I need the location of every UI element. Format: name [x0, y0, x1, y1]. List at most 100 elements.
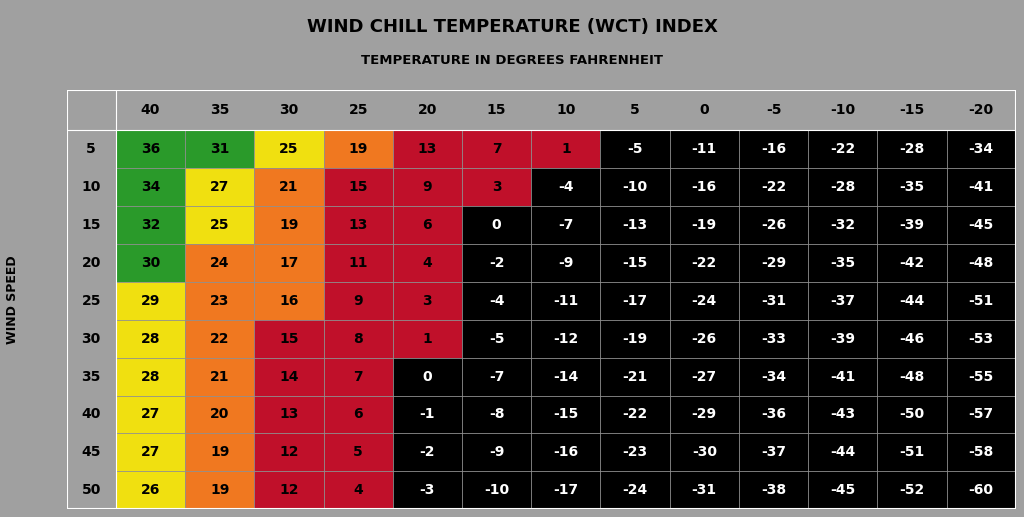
Bar — [116, 358, 185, 396]
Bar — [393, 433, 462, 472]
Text: -9: -9 — [558, 256, 573, 270]
Text: -24: -24 — [691, 294, 717, 308]
Bar — [946, 358, 1016, 396]
Text: -10: -10 — [484, 483, 509, 497]
Text: 3: 3 — [423, 294, 432, 308]
Bar — [808, 282, 878, 320]
Bar — [324, 433, 393, 472]
Bar — [739, 396, 808, 433]
Bar — [600, 358, 670, 396]
Text: -51: -51 — [969, 294, 994, 308]
Bar — [808, 320, 878, 358]
Bar — [116, 130, 185, 168]
Text: 27: 27 — [210, 180, 229, 194]
Text: 22: 22 — [210, 332, 229, 346]
Bar — [670, 320, 739, 358]
Text: 29: 29 — [141, 294, 160, 308]
Text: -60: -60 — [969, 483, 993, 497]
Text: -33: -33 — [761, 332, 786, 346]
Text: 5: 5 — [353, 446, 364, 460]
Text: -1: -1 — [420, 407, 435, 421]
Bar — [462, 433, 531, 472]
Bar — [254, 130, 324, 168]
Bar — [878, 168, 946, 206]
Text: -34: -34 — [969, 142, 993, 156]
Bar — [878, 206, 946, 244]
Bar — [185, 168, 254, 206]
Bar — [254, 282, 324, 320]
Text: 35: 35 — [210, 103, 229, 117]
Bar — [185, 472, 254, 509]
Text: -16: -16 — [692, 180, 717, 194]
Text: 24: 24 — [210, 256, 229, 270]
Bar — [462, 244, 531, 282]
Bar — [808, 206, 878, 244]
Bar — [600, 206, 670, 244]
Text: -12: -12 — [553, 332, 579, 346]
Text: -10: -10 — [623, 180, 647, 194]
Bar — [116, 168, 185, 206]
Text: -5: -5 — [488, 332, 505, 346]
Bar — [670, 472, 739, 509]
Text: 17: 17 — [280, 256, 299, 270]
Text: -27: -27 — [692, 370, 717, 384]
Bar — [393, 396, 462, 433]
Bar — [670, 206, 739, 244]
Text: 26: 26 — [141, 483, 160, 497]
Text: 35: 35 — [82, 370, 101, 384]
Text: -16: -16 — [761, 142, 786, 156]
Bar — [600, 472, 670, 509]
Bar — [531, 130, 600, 168]
Text: 4: 4 — [423, 256, 432, 270]
Text: 9: 9 — [353, 294, 364, 308]
Text: 12: 12 — [280, 483, 299, 497]
Bar — [600, 168, 670, 206]
Bar — [808, 433, 878, 472]
Bar — [739, 168, 808, 206]
Text: -39: -39 — [899, 218, 925, 232]
Bar — [324, 282, 393, 320]
Text: -48: -48 — [969, 256, 994, 270]
Text: -2: -2 — [488, 256, 505, 270]
Bar — [739, 358, 808, 396]
Text: -22: -22 — [623, 407, 648, 421]
Text: -26: -26 — [692, 332, 717, 346]
Bar — [808, 472, 878, 509]
Bar — [878, 358, 946, 396]
Text: -52: -52 — [899, 483, 925, 497]
Bar — [393, 130, 462, 168]
Text: -57: -57 — [969, 407, 993, 421]
Text: 14: 14 — [280, 370, 299, 384]
Bar — [531, 472, 600, 509]
Text: 0: 0 — [423, 370, 432, 384]
Text: -24: -24 — [623, 483, 648, 497]
Text: 1: 1 — [423, 332, 432, 346]
Bar — [946, 244, 1016, 282]
Text: -19: -19 — [623, 332, 647, 346]
Text: 10: 10 — [556, 103, 575, 117]
Bar — [462, 320, 531, 358]
Text: 28: 28 — [140, 370, 161, 384]
Text: -19: -19 — [692, 218, 717, 232]
Text: 12: 12 — [280, 446, 299, 460]
Bar — [600, 244, 670, 282]
Text: 13: 13 — [418, 142, 437, 156]
Bar — [600, 396, 670, 433]
Bar — [254, 168, 324, 206]
Text: -42: -42 — [899, 256, 925, 270]
Text: -16: -16 — [553, 446, 579, 460]
Text: 16: 16 — [280, 294, 299, 308]
Bar — [808, 168, 878, 206]
Bar — [393, 320, 462, 358]
Text: 15: 15 — [486, 103, 507, 117]
Text: -28: -28 — [830, 180, 855, 194]
Bar — [324, 358, 393, 396]
Text: -10: -10 — [830, 103, 855, 117]
Bar — [946, 130, 1016, 168]
Bar — [670, 130, 739, 168]
Text: -58: -58 — [969, 446, 994, 460]
Text: 7: 7 — [353, 370, 364, 384]
Bar — [878, 282, 946, 320]
Bar — [185, 358, 254, 396]
Text: -5: -5 — [766, 103, 781, 117]
